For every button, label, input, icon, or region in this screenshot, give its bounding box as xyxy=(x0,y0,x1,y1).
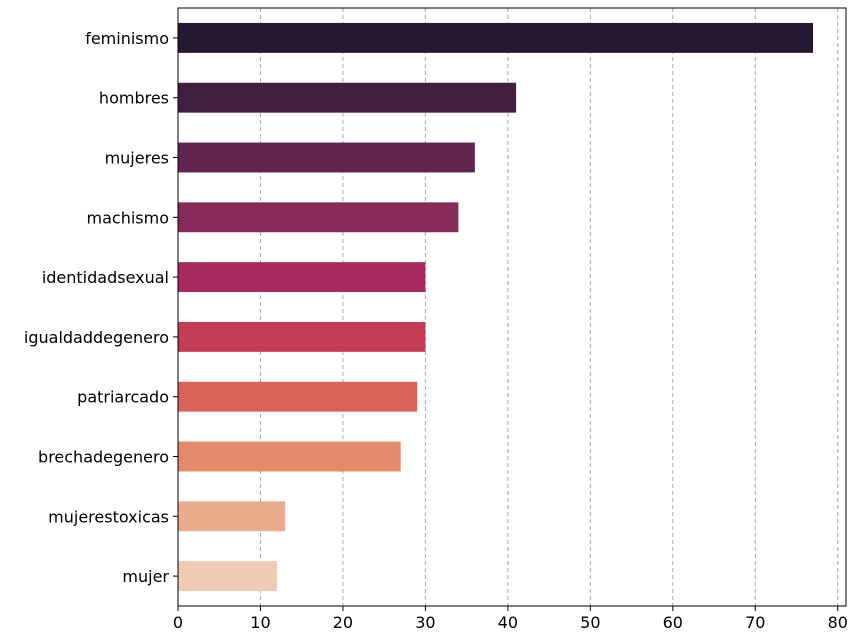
tick-labels: 0 10 20 30 40 50 60 70 80 feminismo hombres mujeres… xyxy=(24,29,848,632)
x-tick-label: 80 xyxy=(828,613,848,632)
y-tick-label: feminismo xyxy=(85,29,169,48)
x-tick-label: 60 xyxy=(663,613,683,632)
y-tick-label: machismo xyxy=(87,208,169,227)
bar-feminismo xyxy=(178,22,814,53)
axes xyxy=(173,7,847,611)
bar-mujer xyxy=(178,561,277,592)
plot-frame xyxy=(177,7,847,607)
bars xyxy=(178,22,814,592)
x-tick-label: 30 xyxy=(415,613,435,632)
bar-mujeres xyxy=(178,142,475,173)
y-tick-label: patriarcado xyxy=(77,388,169,407)
bar-brechadegenero xyxy=(178,441,401,472)
y-tick-label: mujerestoxicas xyxy=(48,507,169,526)
x-tick-label: 40 xyxy=(498,613,518,632)
bar-hombres xyxy=(178,82,517,113)
x-tick-label: 20 xyxy=(333,613,353,632)
y-tick-label: mujer xyxy=(122,567,169,586)
y-tick-label: identidadsexual xyxy=(42,268,169,287)
y-tick-label: brechadegenero xyxy=(38,448,169,467)
y-tick-label: mujeres xyxy=(105,149,169,168)
x-tick-label: 0 xyxy=(173,613,183,632)
y-tick-label: hombres xyxy=(99,89,169,108)
bar-machismo xyxy=(178,202,459,233)
x-tick-label: 50 xyxy=(580,613,600,632)
bar-patriarcado xyxy=(178,381,418,412)
bar-identidadsexual xyxy=(178,262,426,293)
x-tick-label: 70 xyxy=(745,613,765,632)
bar-igualdaddegenero xyxy=(178,321,426,352)
bar-mujerestoxicas xyxy=(178,501,286,532)
y-tick-label: igualdaddegenero xyxy=(24,328,169,347)
x-tick-label: 10 xyxy=(250,613,270,632)
